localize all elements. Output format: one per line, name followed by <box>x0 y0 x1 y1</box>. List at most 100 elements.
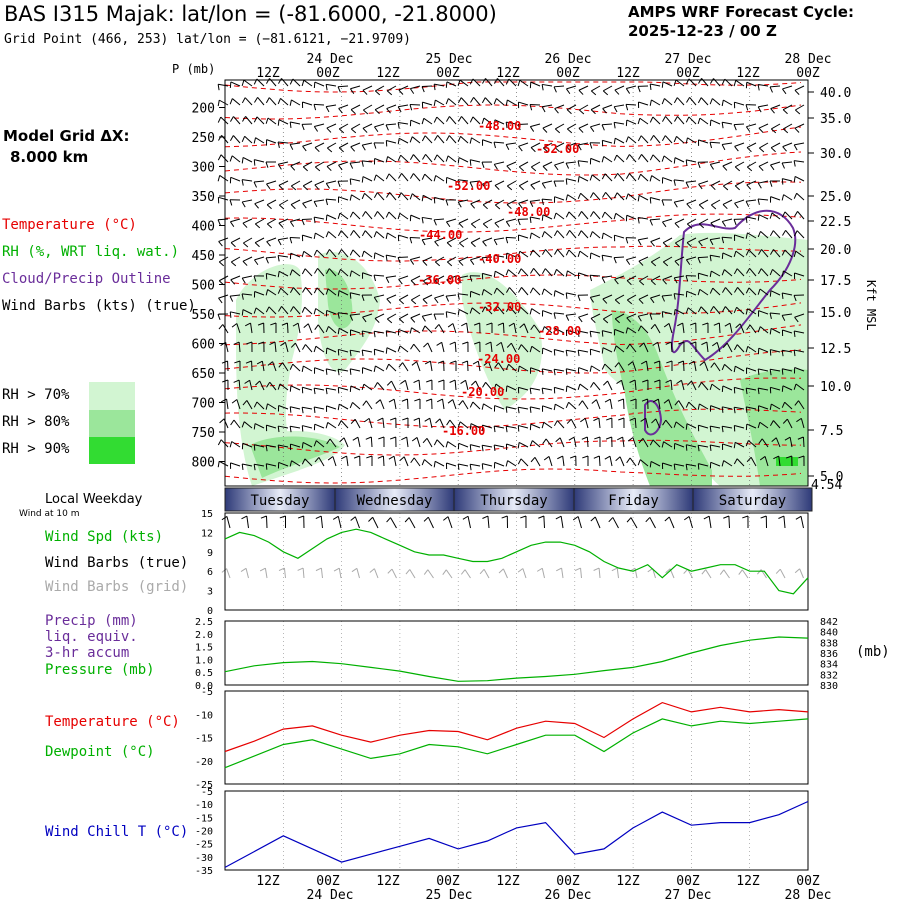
wind-barb <box>385 211 390 218</box>
wind-barb <box>601 173 606 180</box>
wind-barb <box>589 126 595 132</box>
wind-chill-label: Wind Chill T (°C) <box>45 824 189 840</box>
wind-barb <box>796 230 805 239</box>
wind-barb <box>532 249 541 258</box>
grid-wind-barb <box>245 568 249 579</box>
wind-barb <box>758 438 763 444</box>
wind-barb <box>382 418 385 429</box>
wind-barb <box>337 86 341 93</box>
wind-barb <box>748 440 757 448</box>
wind-barb <box>506 425 517 429</box>
wind-barb <box>506 218 517 223</box>
wind-barb <box>470 463 481 467</box>
wind-barb <box>602 90 609 96</box>
surface-wind-barb <box>608 517 614 523</box>
wind-barb <box>734 185 740 191</box>
wind-barb <box>783 123 793 130</box>
wind-barb <box>710 222 716 228</box>
wind-barb <box>411 193 421 201</box>
wind-barb <box>302 425 313 429</box>
wind-barb <box>325 288 329 295</box>
wind-barb <box>363 417 370 423</box>
wind-barb <box>434 196 445 201</box>
wind-barb <box>613 257 617 264</box>
wind-barb <box>782 104 793 111</box>
wind-barb <box>219 99 229 106</box>
wind-barb <box>314 166 321 172</box>
wind-barb <box>590 123 601 128</box>
wind-barb <box>325 388 328 395</box>
wind-barb <box>290 185 297 191</box>
wind-barb <box>418 417 421 429</box>
wind-barb <box>770 386 781 391</box>
wind-barb <box>793 144 798 151</box>
wind-barb <box>337 212 341 219</box>
wind-barb <box>735 250 745 258</box>
wind-barb <box>361 230 366 237</box>
wind-barb <box>627 294 637 301</box>
wind-barb <box>494 78 498 84</box>
wind-barb <box>486 322 493 326</box>
weekday-label: Wednesday <box>357 493 433 509</box>
wind-barb <box>458 400 464 406</box>
wind-barb <box>685 259 691 265</box>
wind-barb <box>784 401 793 410</box>
wind-barb <box>757 182 762 189</box>
wind-barb <box>389 192 397 201</box>
wind-barb <box>470 203 476 209</box>
wind-barb <box>241 293 244 300</box>
wind-barb <box>746 216 757 220</box>
wind-barb <box>533 268 541 277</box>
wind-barb <box>469 137 472 144</box>
wind-barb <box>494 444 505 448</box>
wind-barb <box>350 292 361 296</box>
wind-barb <box>617 436 623 441</box>
wind-barb <box>673 201 678 208</box>
wind-barb <box>340 420 349 429</box>
wind-barb <box>496 287 505 296</box>
wind-barb <box>459 421 469 429</box>
wind-barb <box>793 350 796 357</box>
wind-barb <box>241 421 245 428</box>
wind-barb <box>242 179 253 182</box>
wind-barb <box>497 306 505 315</box>
top-date-label: 24 Dec <box>307 52 354 67</box>
wind-barb <box>482 382 487 388</box>
wind-barb <box>545 438 553 448</box>
wind-barb <box>350 109 356 115</box>
y-tick-label: 836 <box>820 649 838 660</box>
wind-barb <box>361 350 364 357</box>
wind-barb <box>445 295 450 302</box>
wind-barb <box>266 139 277 144</box>
wind-barb <box>639 459 649 467</box>
wind-barb <box>349 88 355 94</box>
wind-barb <box>653 360 660 364</box>
grid-wind-barb <box>283 568 286 579</box>
wind-barb <box>385 232 388 239</box>
wind-barb <box>709 78 714 84</box>
wind-barb <box>325 84 328 91</box>
wind-barb <box>341 455 347 460</box>
wind-barb <box>604 398 611 403</box>
wind-barb <box>629 379 636 383</box>
wind-barb <box>661 441 665 448</box>
wind-barb <box>434 460 445 467</box>
wind-barb <box>519 365 529 372</box>
wind-barb <box>229 295 234 302</box>
wind-barb <box>446 311 457 315</box>
wind-barb <box>364 230 373 239</box>
wind-barb <box>736 268 745 277</box>
wind-barb <box>326 83 337 87</box>
height-tick-label: 7.5 <box>820 424 843 439</box>
wind-barb <box>256 401 265 410</box>
wind-barb <box>686 237 697 244</box>
wind-barb <box>733 123 745 126</box>
wind-barb <box>386 104 397 110</box>
wind-barb <box>746 406 757 410</box>
wind-barb <box>254 256 265 261</box>
wind-barb <box>709 119 712 126</box>
surface-wind-barb <box>538 515 545 519</box>
wind-barb <box>446 419 451 426</box>
wind-barb <box>458 442 469 448</box>
wind-barb <box>277 163 282 170</box>
